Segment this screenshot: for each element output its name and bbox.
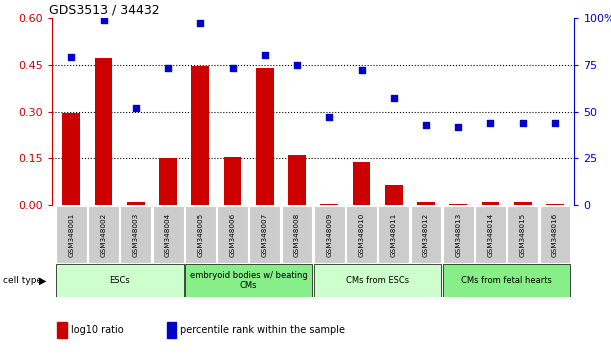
Point: [260, 52, 269, 58]
Text: CMs from fetal hearts: CMs from fetal hearts: [461, 276, 552, 285]
Text: GSM348014: GSM348014: [488, 212, 494, 257]
Bar: [507, 206, 538, 263]
Bar: [514, 202, 532, 205]
Bar: [127, 202, 145, 205]
Text: GSM348001: GSM348001: [68, 212, 75, 257]
Point: [228, 65, 238, 71]
Bar: [411, 206, 442, 263]
Bar: [353, 161, 370, 205]
Text: ESCs: ESCs: [109, 276, 130, 285]
Bar: [256, 68, 274, 205]
Text: GSM348004: GSM348004: [165, 212, 171, 257]
Point: [518, 120, 528, 126]
Text: GSM348002: GSM348002: [101, 212, 106, 257]
Bar: [62, 113, 80, 205]
Bar: [314, 264, 442, 297]
Text: GSM348013: GSM348013: [455, 212, 461, 257]
Text: GDS3513 / 34432: GDS3513 / 34432: [49, 4, 160, 17]
Text: GSM348011: GSM348011: [391, 212, 397, 257]
Point: [196, 21, 205, 26]
Text: GSM348007: GSM348007: [262, 212, 268, 257]
Text: GSM348010: GSM348010: [359, 212, 365, 257]
Bar: [153, 206, 183, 263]
Bar: [385, 185, 403, 205]
Bar: [88, 206, 119, 263]
Text: GSM348003: GSM348003: [133, 212, 139, 257]
Text: log10 ratio: log10 ratio: [71, 325, 123, 335]
Point: [453, 124, 463, 129]
Point: [421, 122, 431, 127]
Point: [67, 54, 76, 60]
Point: [357, 67, 367, 73]
Point: [550, 120, 560, 126]
Text: GSM348012: GSM348012: [423, 212, 429, 257]
Point: [389, 96, 398, 101]
Text: GSM348015: GSM348015: [520, 212, 525, 257]
Bar: [57, 322, 67, 338]
Text: GSM348006: GSM348006: [230, 212, 235, 257]
Bar: [378, 206, 409, 263]
Bar: [56, 264, 183, 297]
Bar: [185, 264, 312, 297]
Point: [98, 17, 108, 22]
Text: GSM348009: GSM348009: [326, 212, 332, 257]
Bar: [320, 204, 338, 205]
Point: [131, 105, 141, 110]
Bar: [95, 58, 112, 205]
Text: percentile rank within the sample: percentile rank within the sample: [180, 325, 345, 335]
Text: ▶: ▶: [39, 275, 46, 286]
Bar: [56, 206, 87, 263]
Bar: [120, 206, 152, 263]
Bar: [546, 204, 564, 205]
Text: GSM348005: GSM348005: [197, 212, 203, 257]
Bar: [540, 206, 571, 263]
Bar: [159, 159, 177, 205]
Bar: [346, 206, 377, 263]
Point: [163, 65, 173, 71]
Bar: [217, 206, 248, 263]
Bar: [282, 206, 312, 263]
Text: cell type: cell type: [3, 276, 42, 285]
Text: CMs from ESCs: CMs from ESCs: [346, 276, 409, 285]
Bar: [449, 204, 467, 205]
Bar: [443, 264, 571, 297]
Bar: [249, 206, 280, 263]
Bar: [417, 202, 435, 205]
Bar: [224, 157, 241, 205]
Bar: [443, 206, 474, 263]
Bar: [185, 206, 216, 263]
Text: GSM348008: GSM348008: [294, 212, 300, 257]
Bar: [288, 155, 306, 205]
Bar: [481, 202, 499, 205]
Bar: [191, 66, 209, 205]
Bar: [167, 322, 176, 338]
Bar: [475, 206, 506, 263]
Point: [324, 114, 334, 120]
Text: GSM348016: GSM348016: [552, 212, 558, 257]
Text: embryoid bodies w/ beating
CMs: embryoid bodies w/ beating CMs: [190, 271, 307, 290]
Point: [486, 120, 496, 126]
Bar: [314, 206, 345, 263]
Point: [292, 62, 302, 68]
